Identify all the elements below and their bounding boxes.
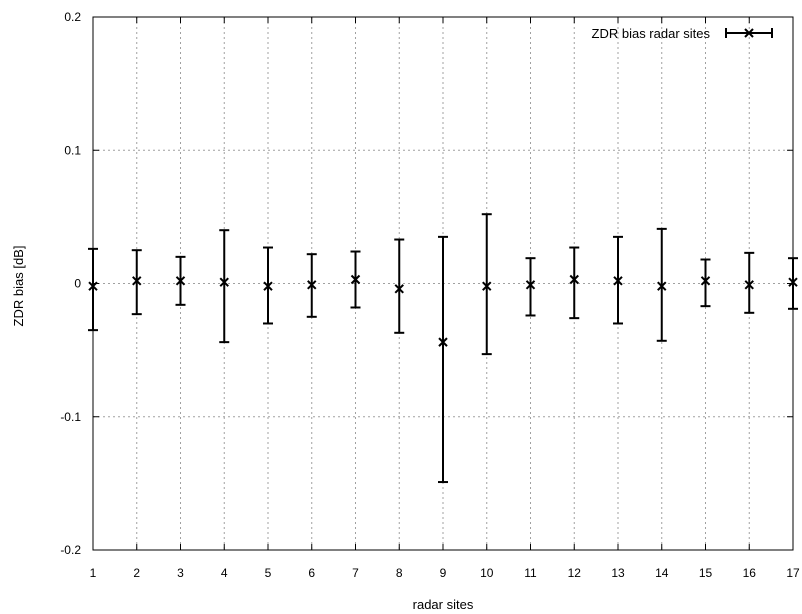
legend-swatch	[725, 28, 773, 38]
x-tick-label: 7	[352, 566, 359, 580]
x-marker	[132, 276, 142, 286]
data-series	[88, 213, 798, 484]
x-marker	[788, 277, 798, 287]
x-axis-ticks: 1 2 3 4 5 6 7 8 9 10 11 12 13 14 15 16 17	[90, 17, 800, 580]
y-tick-label: 0.2	[64, 10, 81, 24]
data-point	[131, 249, 142, 316]
data-point	[656, 227, 667, 342]
data-point	[88, 247, 98, 332]
y-axis-ticks: 0.2 0.1 0 -0.1 -0.2	[60, 10, 793, 557]
x-marker	[438, 337, 448, 347]
x-tick-label: 8	[396, 566, 403, 580]
x-tick-label: 4	[221, 566, 228, 580]
x-marker	[613, 276, 623, 286]
x-marker	[175, 276, 186, 286]
x-marker	[482, 281, 492, 291]
x-marker	[525, 280, 536, 290]
data-point	[525, 257, 536, 317]
legend-marker	[744, 28, 754, 38]
x-marker	[88, 281, 98, 291]
x-marker	[569, 274, 579, 285]
x-marker	[219, 277, 229, 287]
data-point	[350, 250, 361, 309]
x-marker	[307, 280, 317, 290]
x-marker	[350, 274, 361, 285]
x-marker	[657, 281, 667, 291]
data-point	[438, 235, 448, 484]
data-point	[219, 229, 230, 344]
x-tick-label: 6	[308, 566, 315, 580]
data-point	[306, 253, 317, 318]
data-point	[481, 213, 492, 356]
x-tick-label: 10	[480, 566, 494, 580]
x-tick-label: 3	[177, 566, 184, 580]
legend-label: ZDR bias radar sites	[592, 26, 711, 41]
data-point	[613, 235, 623, 325]
data-point	[175, 255, 186, 306]
x-tick-label: 2	[133, 566, 140, 580]
x-tick-label: 9	[440, 566, 447, 580]
y-tick-label: 0	[74, 277, 81, 291]
x-tick-label: 12	[568, 566, 582, 580]
y-axis-label: ZDR bias [dB]	[11, 246, 26, 327]
data-point	[394, 238, 405, 334]
x-tick-label: 17	[786, 566, 800, 580]
data-point	[788, 257, 798, 310]
x-tick-label: 13	[611, 566, 625, 580]
x-marker	[700, 276, 711, 286]
x-tick-label: 11	[524, 566, 537, 580]
x-tick-label: 1	[90, 566, 97, 580]
legend: ZDR bias radar sites	[592, 26, 773, 41]
data-point	[744, 251, 755, 314]
data-point	[569, 246, 580, 320]
data-point	[263, 246, 273, 325]
x-tick-label: 16	[743, 566, 757, 580]
x-tick-label: 14	[655, 566, 669, 580]
x-marker	[263, 281, 273, 291]
x-axis-label: radar sites	[413, 597, 474, 612]
y-tick-label: 0.1	[64, 143, 81, 157]
y-tick-label: -0.2	[60, 543, 81, 557]
y-tick-label: -0.1	[60, 410, 81, 424]
x-tick-label: 15	[699, 566, 713, 580]
x-tick-label: 5	[265, 566, 272, 580]
data-point	[700, 258, 711, 308]
x-marker	[744, 280, 754, 290]
x-marker	[394, 284, 404, 294]
